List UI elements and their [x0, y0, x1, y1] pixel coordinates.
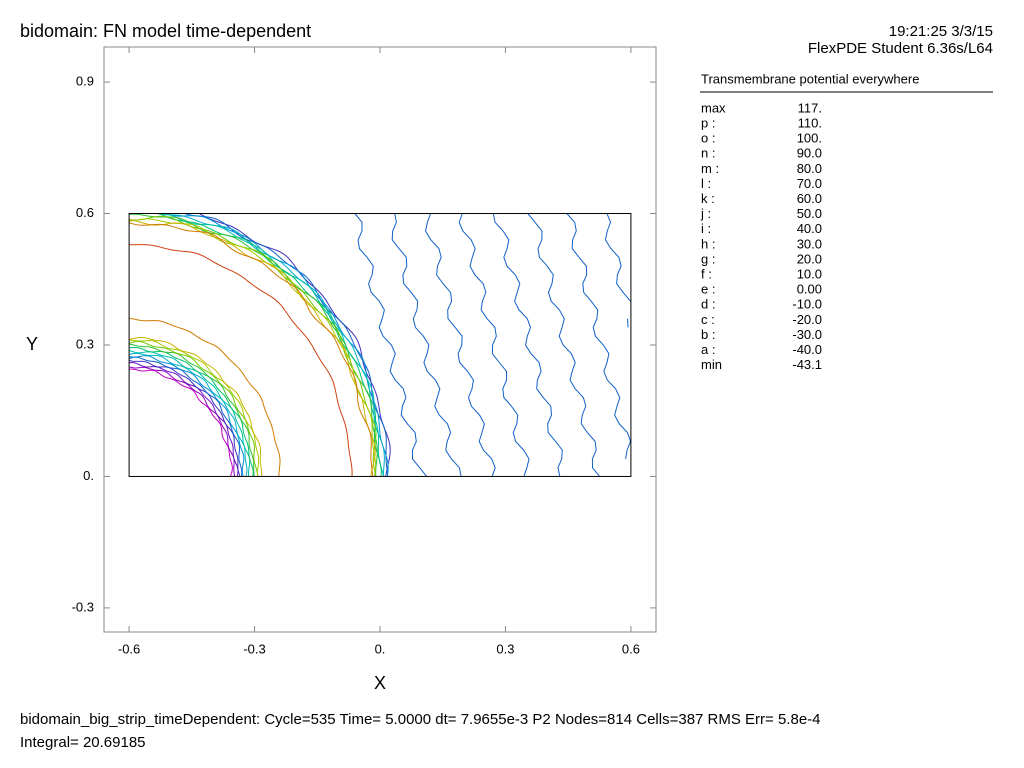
legend-level-name: c : — [701, 312, 715, 327]
contour-line — [129, 219, 376, 477]
chart-title: bidomain: FN model time-dependent — [20, 21, 311, 41]
x-tick-label: 0.3 — [496, 641, 514, 656]
legend-level-name: g : — [701, 251, 715, 266]
contour-line — [185, 213, 389, 477]
domain-boundary — [128, 213, 632, 477]
timestamp: 19:21:25 3/3/15 — [889, 23, 993, 40]
x-axis-label: X — [374, 673, 386, 693]
legend-level-value: 70.0 — [797, 176, 822, 191]
contour-line — [129, 368, 233, 477]
legend-level-name: d : — [701, 297, 715, 312]
contour-line — [129, 244, 353, 477]
legend-level-value: 40.0 — [797, 221, 822, 236]
legend-level-value: 10.0 — [797, 267, 822, 282]
x-tick-label: -0.6 — [118, 641, 140, 656]
legend-level-value: 100. — [797, 131, 822, 146]
legend-title: Transmembrane potential everywhere — [701, 71, 919, 86]
y-tick-label: 0.6 — [76, 205, 94, 220]
contour-line — [129, 339, 260, 477]
legend-level-name: k : — [701, 191, 715, 206]
footer-line: Integral= 20.69185 — [20, 734, 146, 751]
contour-line — [129, 215, 377, 477]
contour-line — [492, 213, 563, 477]
contour-line — [129, 213, 378, 477]
legend-level-value: 50.0 — [797, 206, 822, 221]
legend-level-name: b : — [701, 327, 715, 342]
contour-line — [129, 337, 263, 477]
legend-level-name: n : — [701, 146, 715, 161]
legend-level-value: 20.0 — [797, 251, 822, 266]
legend-level-name: e : — [701, 282, 715, 297]
contour-line — [604, 213, 631, 328]
contour-line — [129, 343, 255, 477]
legend-level-value: 30.0 — [797, 236, 822, 251]
contour-line — [527, 213, 600, 477]
contour-line — [168, 213, 385, 477]
software: FlexPDE Student 6.36s/L64 — [808, 40, 993, 57]
x-tick-label: 0. — [375, 641, 386, 656]
legend-level-name: m : — [701, 161, 719, 176]
legend-level-value: 0.00 — [797, 282, 822, 297]
contour-line — [128, 349, 251, 477]
contour-line — [129, 361, 239, 477]
contour-line — [424, 213, 496, 477]
legend-level-value: -30.0 — [792, 327, 822, 342]
contour-line — [458, 213, 530, 477]
legend-level-value: 60.0 — [797, 191, 822, 206]
contour-line — [128, 366, 235, 477]
y-tick-label: 0.9 — [76, 73, 94, 88]
contour-line — [391, 213, 462, 477]
contour-line — [128, 356, 243, 477]
legend-level-value: 90.0 — [797, 146, 822, 161]
legend-level-name: f : — [701, 267, 712, 282]
legend-level-name: p : — [701, 116, 715, 131]
contour-line — [199, 213, 391, 477]
contour-line — [129, 317, 281, 477]
contour-line — [129, 214, 381, 477]
plot-frame — [103, 46, 657, 633]
legend-level-value: -10.0 — [792, 297, 822, 312]
legend-level-name: o : — [701, 131, 715, 146]
contour-line — [158, 213, 385, 477]
legend-level-value: -40.0 — [792, 342, 822, 357]
legend-level-value: -20.0 — [792, 312, 822, 327]
contour-line — [566, 213, 632, 459]
contour-line — [128, 340, 258, 477]
legend-max-label: max — [701, 100, 726, 115]
legend-level-value: 110. — [798, 116, 822, 131]
footer-line: bidomain_big_strip_timeDependent: Cycle=… — [20, 711, 821, 728]
legend-level-name: a : — [701, 342, 715, 357]
legend-min-label: min — [701, 357, 722, 372]
y-tick-label: 0.3 — [76, 336, 94, 351]
y-axis-label: Y — [26, 334, 38, 354]
y-tick-label: -0.3 — [72, 599, 94, 614]
contour-line — [354, 213, 428, 477]
legend-level-name: j : — [700, 206, 711, 221]
contour-line — [129, 355, 245, 477]
x-tick-label: -0.3 — [243, 641, 265, 656]
contour-line — [129, 218, 377, 477]
y-tick-label: 0. — [83, 468, 94, 483]
legend-level-name: h : — [701, 236, 715, 251]
contour-line — [128, 222, 374, 477]
legend-level-name: i : — [701, 221, 711, 236]
contour-line — [165, 213, 389, 477]
legend-max-value: 117. — [798, 100, 822, 115]
legend-min-value: -43.1 — [792, 357, 822, 372]
x-tick-label: 0.6 — [622, 641, 640, 656]
legend-level-value: 80.0 — [797, 161, 822, 176]
legend-level-name: l : — [701, 176, 711, 191]
contour-line — [129, 360, 241, 477]
